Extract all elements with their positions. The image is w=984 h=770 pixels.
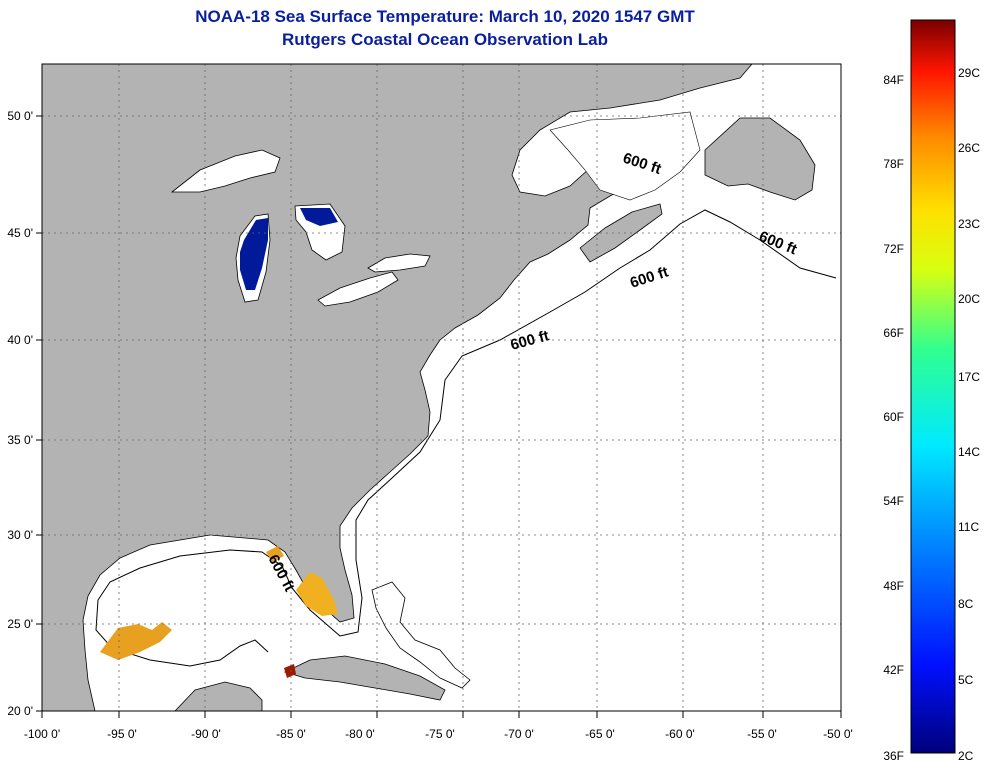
sst-patch-western-gulf bbox=[100, 622, 172, 660]
latitude-labels: 20 0' 25 0' 30 0' 35 0' 40 0' 45 0' 50 0… bbox=[7, 109, 33, 718]
colorbar bbox=[910, 19, 956, 754]
lake-ontario bbox=[367, 253, 431, 273]
colorbar-f-label: 84F bbox=[883, 73, 904, 87]
land-newfoundland bbox=[704, 117, 816, 201]
colorbar-c-label: 20C bbox=[958, 292, 980, 306]
lake-erie bbox=[317, 271, 399, 307]
lon-label: -90 0' bbox=[191, 727, 221, 741]
map-frame bbox=[41, 63, 842, 712]
colorbar-f-label: 42F bbox=[883, 663, 904, 677]
lon-label: -60 0' bbox=[665, 727, 695, 741]
lat-label: 20 0' bbox=[7, 704, 33, 718]
bahamas-banks bbox=[371, 581, 471, 689]
sst-patch-florida-panhandle bbox=[266, 546, 284, 562]
land-mass bbox=[42, 64, 753, 711]
colorbar-c-label: 26C bbox=[958, 141, 980, 155]
colorbar-c-label: 2C bbox=[958, 749, 974, 763]
land-yucatan bbox=[174, 681, 263, 711]
isobath-600ft bbox=[95, 209, 837, 667]
colorbar-f-label: 66F bbox=[883, 326, 904, 340]
lon-label: -95 0' bbox=[107, 727, 137, 741]
axis-ticks bbox=[36, 115, 842, 718]
colorbar-c-label: 11C bbox=[958, 520, 979, 534]
lon-label: -65 0' bbox=[585, 727, 615, 741]
colorbar-f-label: 78F bbox=[883, 157, 904, 171]
colorbar-c-label: 14C bbox=[958, 445, 980, 459]
colorbar-f-label: 48F bbox=[883, 579, 904, 593]
colorbar-f-label: 60F bbox=[883, 410, 904, 424]
lat-label: 35 0' bbox=[7, 433, 33, 447]
gulf-st-lawrence bbox=[549, 111, 701, 201]
lake-huron-cold-water bbox=[300, 208, 338, 226]
lat-label: 30 0' bbox=[7, 528, 33, 542]
colorbar-c-label: 8C bbox=[958, 597, 974, 611]
map-title: NOAA-18 Sea Surface Temperature: March 1… bbox=[195, 7, 695, 26]
lon-label: -50 0' bbox=[823, 727, 853, 741]
lat-label: 50 0' bbox=[7, 109, 33, 123]
colorbar-f-label: 36F bbox=[883, 749, 904, 763]
colorbar-celsius-labels: 29C 26C 23C 20C 17C 14C 11C 8C 5C 2C bbox=[958, 66, 980, 763]
lon-label: -85 0' bbox=[276, 727, 306, 741]
lon-label: -55 0' bbox=[747, 727, 777, 741]
lon-label: -80 0' bbox=[345, 727, 375, 741]
lon-label: -70 0' bbox=[504, 727, 534, 741]
lat-label: 40 0' bbox=[7, 333, 33, 347]
map-subtitle: Rutgers Coastal Ocean Observation Lab bbox=[282, 30, 608, 49]
lat-label: 45 0' bbox=[7, 226, 33, 240]
graticule bbox=[42, 64, 841, 711]
colorbar-c-label: 23C bbox=[958, 217, 980, 231]
land-cuba bbox=[283, 655, 446, 701]
colorbar-fahrenheit-labels: 84F 78F 72F 66F 60F 54F 48F 42F 36F bbox=[883, 73, 904, 763]
lon-label: -100 0' bbox=[24, 727, 60, 741]
sst-patch-cuba-west bbox=[284, 664, 296, 678]
longitude-labels: -100 0' -95 0' -90 0' -85 0' -80 0' -75 … bbox=[24, 727, 853, 741]
lake-superior bbox=[170, 149, 281, 193]
colorbar-c-label: 29C bbox=[958, 66, 980, 80]
lon-label: -75 0' bbox=[425, 727, 455, 741]
colorbar-f-label: 72F bbox=[883, 242, 904, 256]
lake-michigan-cold-water bbox=[240, 218, 268, 290]
colorbar-c-label: 5C bbox=[958, 673, 974, 687]
colorbar-f-label: 54F bbox=[883, 494, 904, 508]
land-nova-scotia bbox=[579, 203, 663, 263]
lat-label: 25 0' bbox=[7, 617, 33, 631]
sst-patch-florida-gulf bbox=[296, 572, 338, 616]
colorbar-c-label: 17C bbox=[958, 370, 980, 384]
